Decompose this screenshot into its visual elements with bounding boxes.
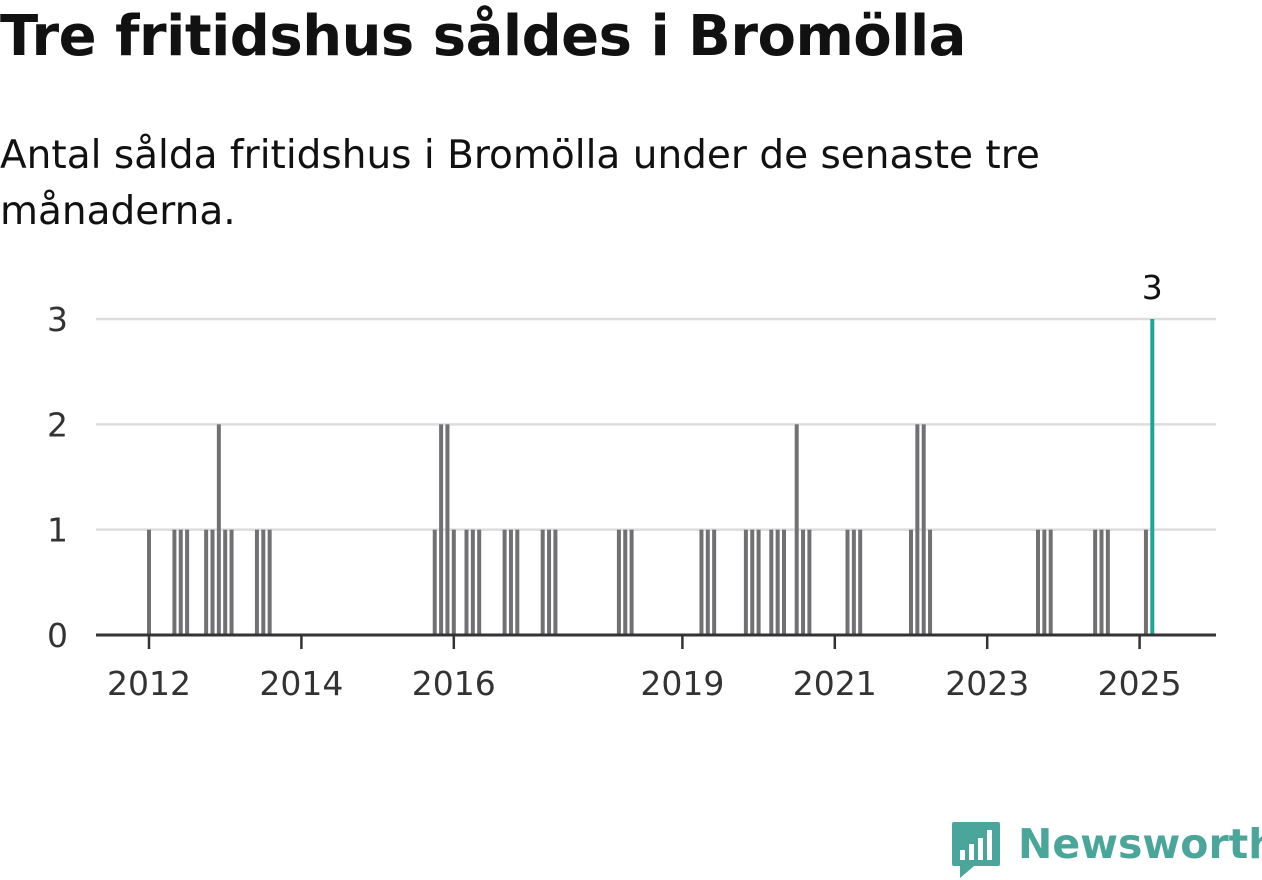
bar-2012-12 bbox=[216, 424, 221, 635]
bar-2013-06 bbox=[254, 529, 259, 635]
grid-lines bbox=[96, 317, 1216, 531]
x-tick-label-2016: 2016 bbox=[412, 664, 496, 703]
bar-2016-05 bbox=[477, 529, 482, 635]
y-tick-label-0: 0 bbox=[47, 616, 68, 655]
bar-2012-06 bbox=[178, 529, 183, 635]
bar-2024-06 bbox=[1093, 529, 1098, 635]
bar-2020-07 bbox=[794, 424, 799, 635]
bar-2012-10 bbox=[204, 529, 209, 635]
bar-2023-11 bbox=[1048, 529, 1053, 635]
bar-2016-03 bbox=[464, 529, 469, 635]
bar-2024-08 bbox=[1105, 529, 1110, 635]
y-tick-label-2: 2 bbox=[47, 405, 68, 444]
bar-2015-12 bbox=[445, 424, 450, 635]
bar-2018-03 bbox=[616, 529, 621, 635]
bar-2023-10 bbox=[1042, 529, 1047, 635]
chart-title: Tre fritidshus såldes i Bromölla bbox=[0, 4, 966, 69]
x-tick-label-2012: 2012 bbox=[107, 664, 191, 703]
bar-2017-04 bbox=[547, 529, 552, 635]
y-tick-label-3: 3 bbox=[47, 300, 68, 339]
y-axis-ticks: 0 1 2 3 bbox=[47, 300, 68, 655]
bar-2012-11 bbox=[210, 529, 215, 635]
bar-chart: 0 1 2 3 2012 2014 2016 2019 2021 2023 2025 3 bbox=[47, 268, 1216, 703]
newsworthy-logo: Newsworthy bbox=[950, 820, 1262, 878]
bar-2023-09 bbox=[1036, 529, 1040, 635]
bar-2013-07 bbox=[261, 529, 266, 635]
bar-2013-02 bbox=[229, 529, 234, 635]
bar-2019-11 bbox=[743, 529, 748, 635]
bar-2020-04 bbox=[775, 529, 780, 635]
x-tick-label-2025: 2025 bbox=[1098, 664, 1182, 703]
bar-2016-09 bbox=[502, 529, 507, 635]
x-tick-label-2023: 2023 bbox=[945, 664, 1029, 703]
newsworthy-chart-icon bbox=[952, 822, 1000, 878]
bar-2019-05 bbox=[705, 529, 710, 635]
bar-2022-02 bbox=[915, 424, 920, 635]
bar-2012-05 bbox=[172, 529, 177, 635]
data-labels: 3 bbox=[1142, 268, 1163, 307]
x-tick-label-2021: 2021 bbox=[793, 664, 877, 703]
bar-2016-01 bbox=[451, 529, 456, 635]
bar-2015-10 bbox=[432, 529, 437, 635]
bar-2020-09 bbox=[807, 529, 812, 635]
bar-2017-03 bbox=[540, 529, 545, 635]
bar-2016-10 bbox=[508, 529, 513, 635]
bars bbox=[147, 319, 1155, 635]
x-axis-ticks: 2012 2014 2016 2019 2021 2023 2025 bbox=[107, 635, 1182, 703]
chart-subtitle: Antal sålda fritidshus i Bromölla under … bbox=[0, 133, 1040, 234]
bar-2020-01 bbox=[756, 529, 761, 635]
bar-2020-08 bbox=[801, 529, 806, 635]
bar-2021-03 bbox=[845, 529, 850, 635]
bar-2019-06 bbox=[712, 529, 717, 635]
bar-2024-07 bbox=[1099, 529, 1104, 635]
x-tick-label-2014: 2014 bbox=[259, 664, 343, 703]
bar-2025-02 bbox=[1143, 529, 1148, 635]
bar-2016-04 bbox=[470, 529, 475, 635]
bar-2019-12 bbox=[750, 529, 755, 635]
bar-2015-11 bbox=[439, 424, 444, 635]
bar-2012-01 bbox=[147, 529, 151, 635]
x-tick-label-2019: 2019 bbox=[640, 664, 724, 703]
bar-2022-03 bbox=[921, 424, 926, 635]
bar-2018-05 bbox=[629, 529, 634, 635]
y-tick-label-1: 1 bbox=[47, 511, 68, 550]
bar-2022-01 bbox=[909, 529, 913, 635]
brand-name: Newsworthy bbox=[1018, 820, 1262, 868]
bar-2016-11 bbox=[515, 529, 520, 635]
data-label-2025-03: 3 bbox=[1142, 268, 1163, 307]
bar-2012-07 bbox=[185, 529, 190, 635]
bar-2020-05 bbox=[782, 529, 786, 635]
bar-2021-05 bbox=[858, 529, 863, 635]
bar-2020-03 bbox=[769, 529, 774, 635]
bar-2021-04 bbox=[851, 529, 856, 635]
bar-2017-05 bbox=[553, 529, 558, 635]
bar-2018-04 bbox=[623, 529, 628, 635]
bar-2013-01 bbox=[223, 529, 228, 635]
bar-2025-03 bbox=[1150, 319, 1155, 635]
bar-2013-08 bbox=[267, 529, 272, 635]
bar-2022-04 bbox=[928, 529, 933, 635]
bar-2019-04 bbox=[699, 529, 704, 635]
